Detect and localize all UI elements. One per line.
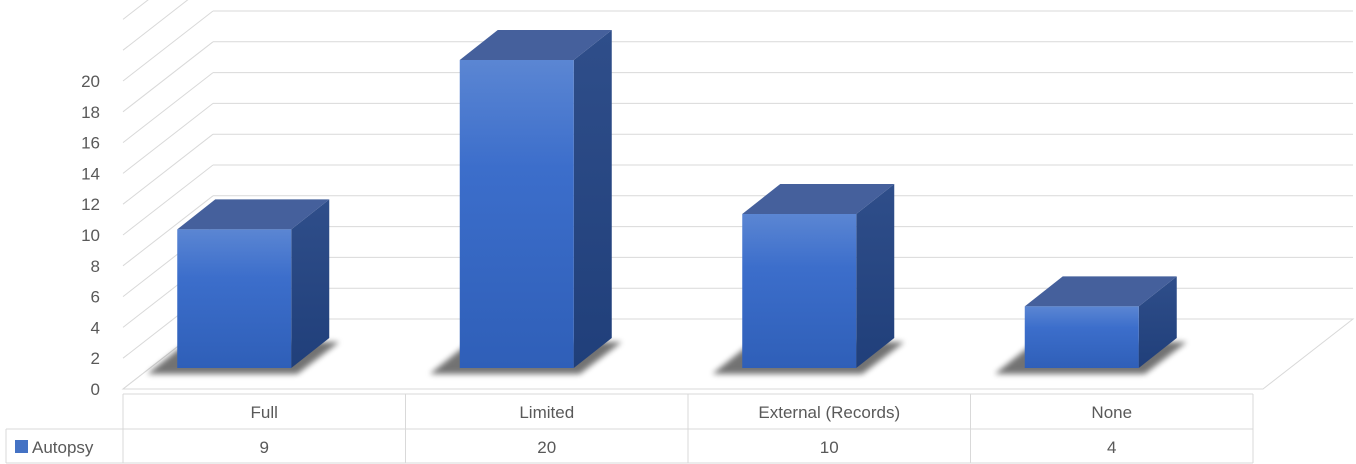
gridline-diagonal [122,41,214,113]
y-tick-label: 10 [81,226,100,245]
gridline-diagonal [122,164,214,236]
data-value-label: 20 [537,438,556,457]
y-tick-label: 18 [81,103,100,122]
bar-top [459,30,612,60]
data-table: Full 9 Limited 20 External (Records) 10 None 4 A… [5,393,1254,464]
data-value-label: 9 [260,438,269,457]
bar [177,229,292,368]
category-label: External (Records) [758,403,900,422]
y-tick-label: 14 [81,164,100,183]
gridline-diagonal [122,10,214,82]
bar-side [856,184,895,368]
bar-top [742,184,895,214]
bar-top [1024,276,1177,307]
bar-side [573,30,612,368]
bar [742,214,857,368]
y-axis: 0 2 4 6 8 10 12 14 16 18 20 [81,72,100,399]
data-value-label: 10 [820,438,839,457]
legend-series-name: Autopsy [32,438,94,457]
gridline-diagonal [122,0,149,20]
gridline-diagonal [122,72,214,143]
bars [147,30,1187,374]
y-tick-label: 8 [91,257,100,276]
bar-side [291,199,330,368]
category-label: None [1091,403,1132,422]
bar-side [1138,276,1177,368]
gridline-diagonal [122,103,214,174]
y-tick-label: 0 [91,380,100,399]
data-value-label: 4 [1107,438,1116,457]
legend-swatch [15,440,28,453]
bar [459,60,574,368]
gridline-diagonal [122,0,189,51]
y-tick-label: 16 [81,134,100,153]
bar [1024,306,1139,368]
y-tick-label: 12 [81,195,100,214]
gridline-diagonal [122,195,214,267]
y-tick-label: 6 [91,288,100,307]
category-label: Full [251,403,278,422]
gridline-diagonal [122,133,214,205]
category-label: Limited [519,403,574,422]
y-tick-label: 2 [91,349,100,368]
y-tick-label: 4 [91,318,100,337]
bar-top [177,199,330,230]
y-tick-label: 20 [81,72,100,91]
